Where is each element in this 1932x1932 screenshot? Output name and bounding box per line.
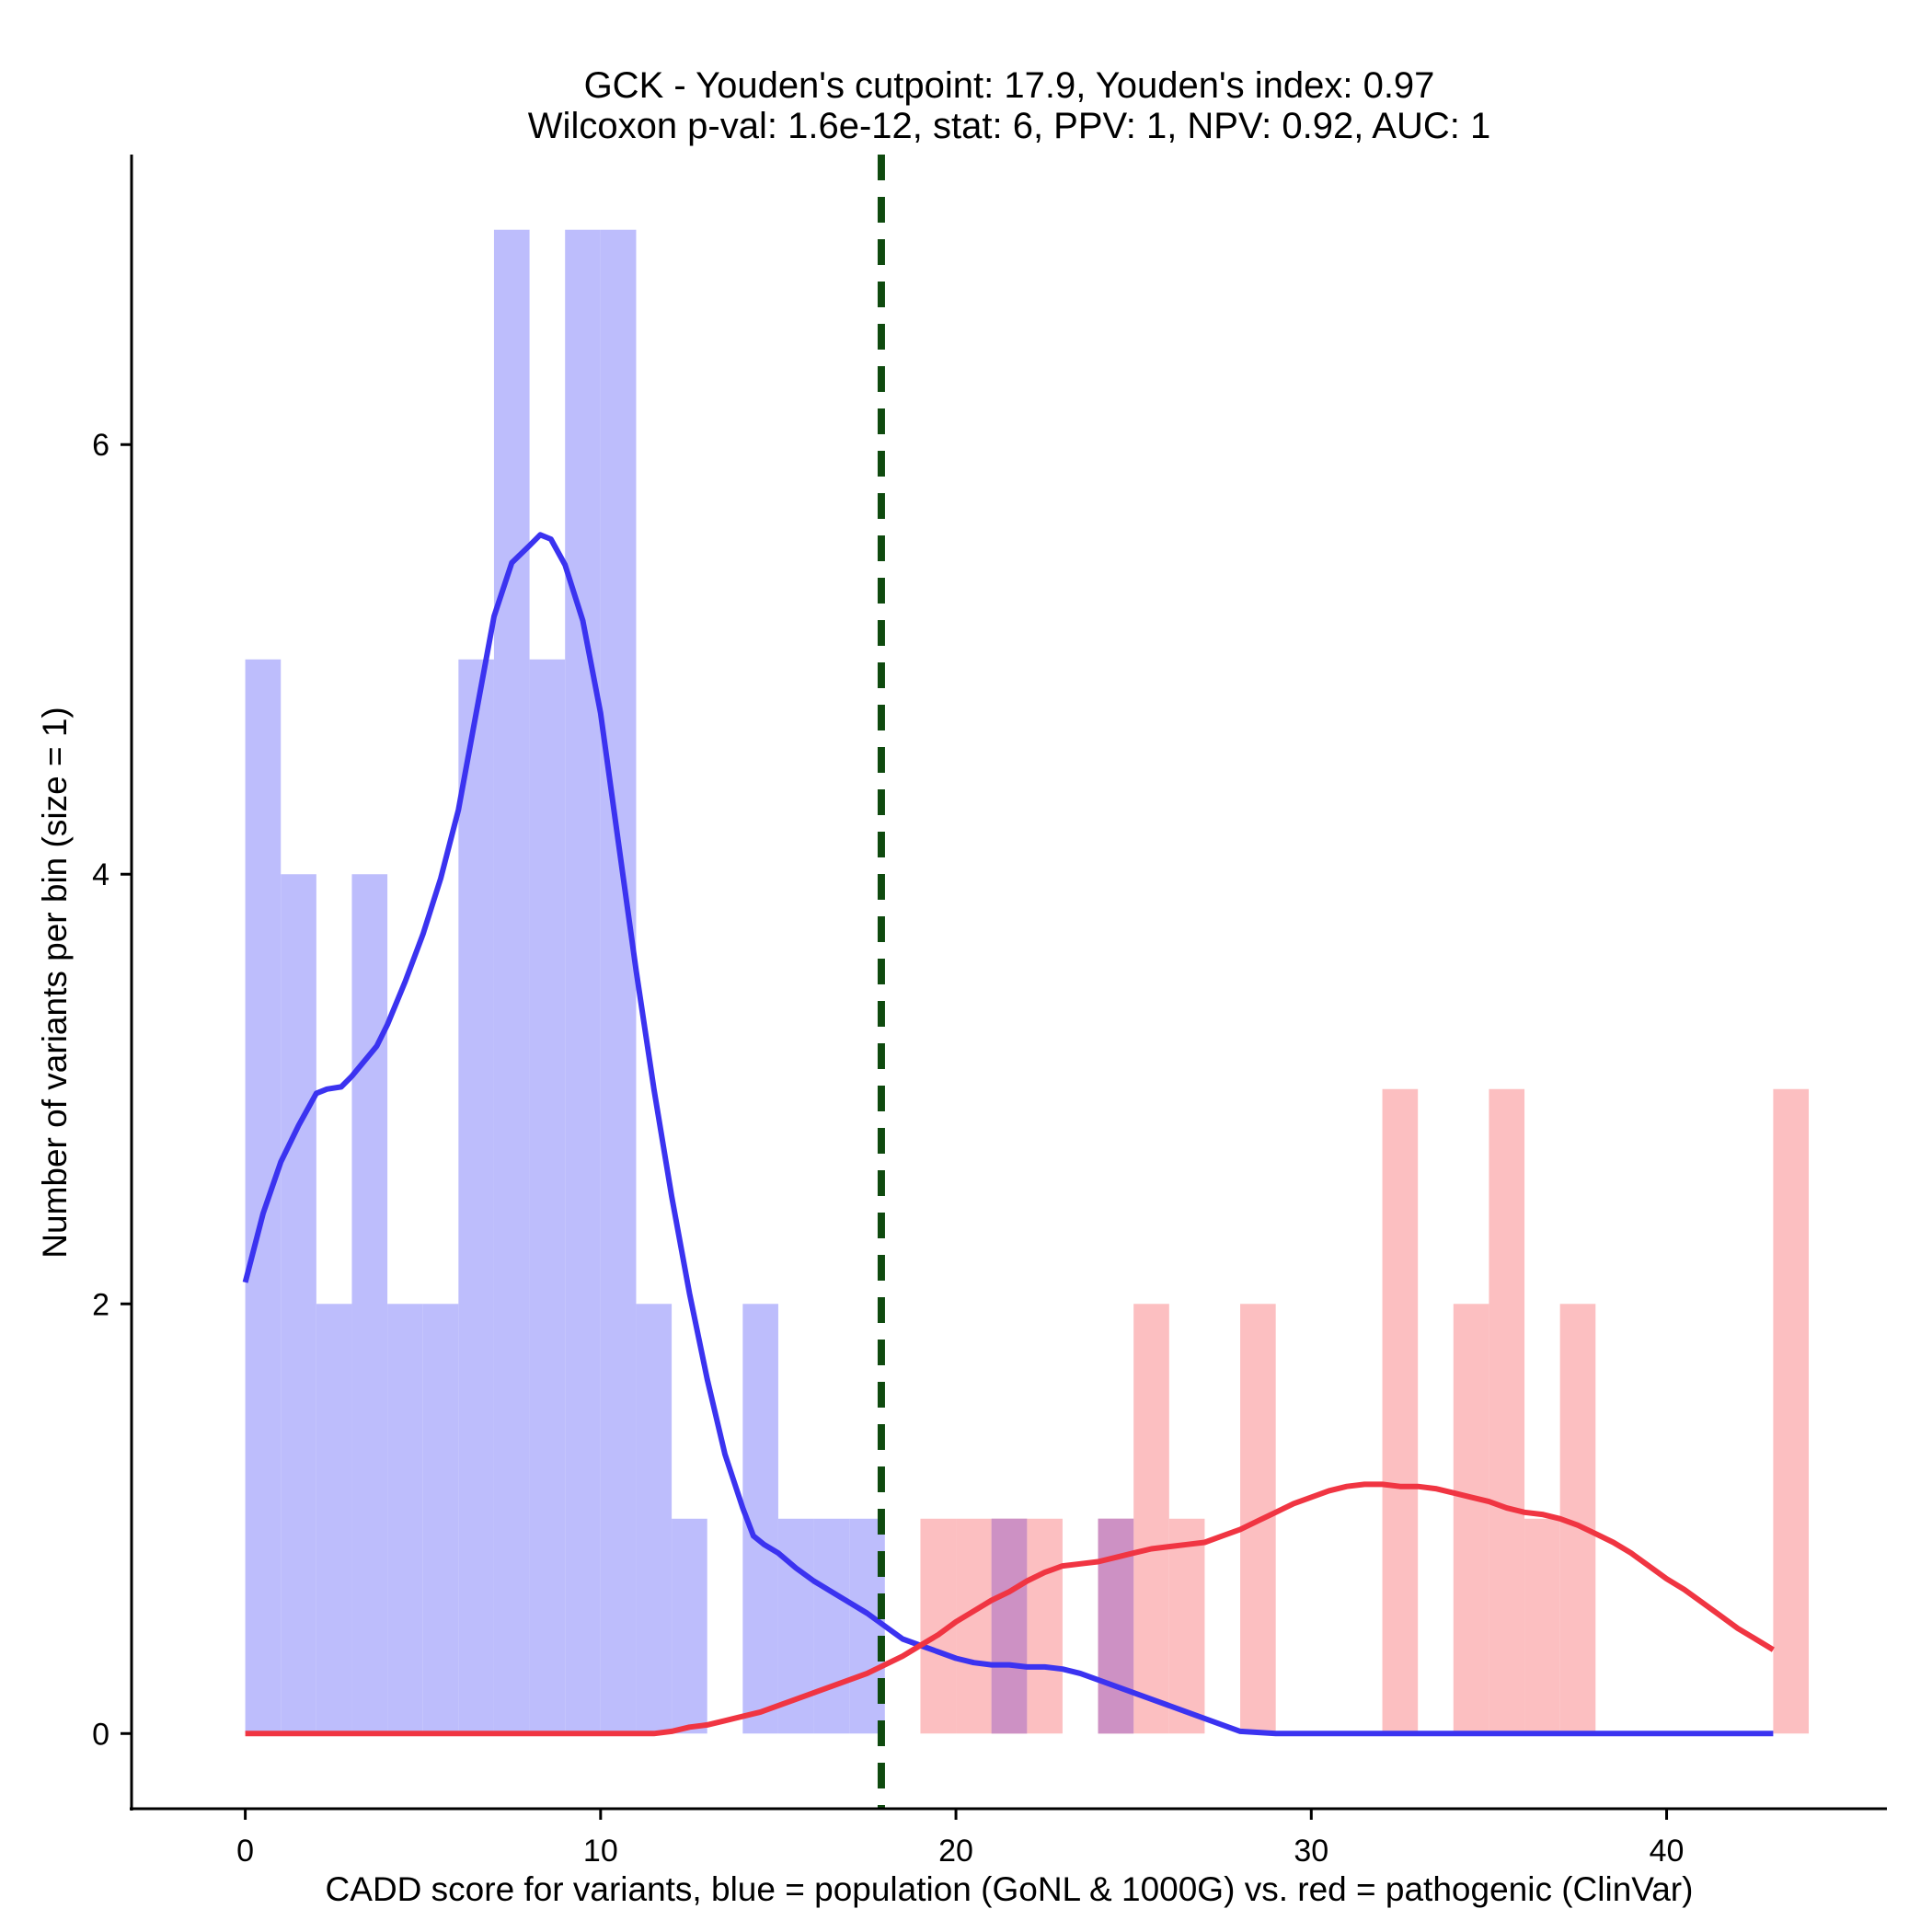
population-bar-11 [636, 1304, 673, 1734]
pathogenic-bar-32 [1382, 1088, 1419, 1734]
y-tick-label-4: 4 [92, 857, 109, 892]
pathogenic-bar-35 [1489, 1088, 1525, 1734]
pathogenic-bar-36 [1524, 1518, 1560, 1734]
overlap-bar-21 [991, 1518, 1028, 1734]
population-bar-6 [458, 659, 494, 1734]
population-bar-5 [422, 1304, 459, 1734]
population-bar-1 [281, 874, 316, 1734]
overlap-bars [991, 1518, 1134, 1734]
population-bar-8 [529, 659, 566, 1734]
population-bars [245, 229, 1134, 1734]
pathogenic-bar-26 [1168, 1518, 1205, 1734]
pathogenic-density-line [245, 1481, 1775, 1737]
x-tick-label-10: 10 [583, 1834, 618, 1869]
chart-title-line-1: GCK - Youden's cutpoint: 17.9, Youden's … [584, 65, 1435, 106]
y-axis-ticks: 0 2 4 6 [92, 428, 132, 1752]
y-axis-label: Number of variants per bin (size = 1) [36, 707, 74, 1258]
population-bar-10 [600, 229, 637, 1734]
y-tick-label-6: 6 [92, 428, 109, 463]
pathogenic-bar-25 [1133, 1304, 1169, 1734]
pathogenic-bar-34 [1453, 1304, 1489, 1734]
population-bar-12 [672, 1518, 707, 1734]
y-tick-label-0: 0 [92, 1717, 109, 1752]
x-tick-label-0: 0 [236, 1834, 254, 1869]
population-bar-16 [813, 1518, 850, 1734]
pathogenic-bar-22 [1027, 1518, 1063, 1734]
x-tick-label-20: 20 [938, 1834, 973, 1869]
pathogenic-bar-43 [1773, 1088, 1810, 1734]
pathogenic-bar-20 [956, 1518, 992, 1734]
population-bar-3 [351, 874, 388, 1734]
population-bar-2 [316, 1304, 352, 1734]
overlap-bar-24 [1098, 1518, 1134, 1734]
chart-title-line-2: Wilcoxon p-val: 1.6e-12, stat: 6, PPV: 1… [528, 106, 1490, 146]
x-axis-label: CADD score for variants, blue = populati… [326, 1870, 1694, 1908]
population-density-line [242, 532, 1774, 1737]
x-tick-label-30: 30 [1294, 1834, 1328, 1869]
population-bar-7 [493, 229, 530, 1734]
x-tick-label-40: 40 [1650, 1834, 1685, 1869]
population-bar-0 [245, 659, 282, 1734]
population-bar-9 [565, 229, 601, 1734]
population-bar-4 [387, 1304, 423, 1734]
pathogenic-bars [920, 1088, 1810, 1734]
x-axis-ticks: 0 10 20 30 40 [236, 1809, 1684, 1869]
y-tick-label-2: 2 [92, 1287, 109, 1322]
